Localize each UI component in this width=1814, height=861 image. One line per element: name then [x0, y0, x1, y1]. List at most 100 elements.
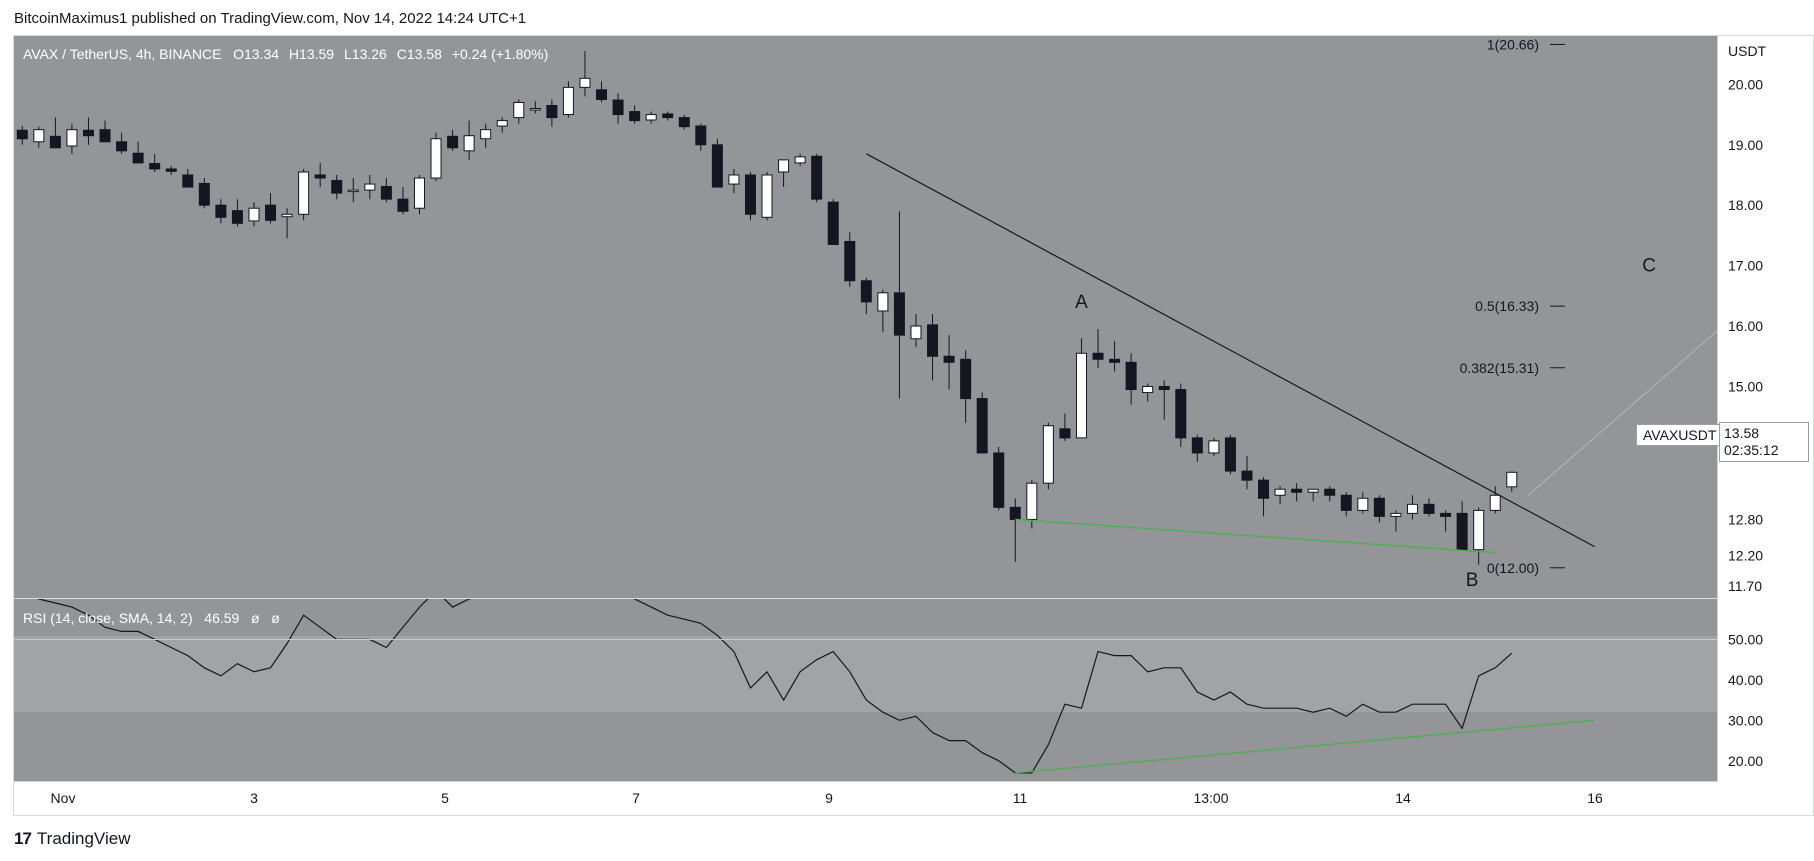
candle — [1092, 329, 1104, 369]
candle — [529, 101, 541, 114]
candle — [463, 120, 475, 160]
high-label: H — [288, 46, 300, 62]
candle-body — [711, 144, 723, 188]
candle-body — [927, 324, 939, 357]
candle-body — [546, 104, 558, 119]
candle-body — [744, 174, 756, 215]
price-axis-tick: 19.00 — [1728, 137, 1763, 153]
candle — [761, 171, 773, 221]
candle — [380, 178, 392, 203]
candle-body — [281, 213, 293, 218]
time-axis[interactable] — [14, 781, 1717, 816]
candle — [1042, 422, 1054, 490]
price-axis-tick: 20.00 — [1728, 76, 1763, 92]
candle-body — [1241, 470, 1253, 481]
candle — [877, 289, 889, 333]
candle-body — [943, 355, 955, 363]
candle — [1423, 498, 1435, 517]
candle — [1059, 413, 1071, 441]
candle — [1075, 338, 1087, 439]
candle-body — [463, 135, 475, 152]
candle-body — [1092, 352, 1104, 360]
candle — [1175, 383, 1187, 447]
candle — [1473, 507, 1485, 565]
price-axis[interactable] — [1717, 36, 1814, 781]
candle — [265, 193, 277, 224]
low-value: 13.26 — [351, 46, 387, 62]
candle — [513, 99, 525, 124]
candle-body — [248, 207, 260, 222]
candle — [1340, 492, 1352, 517]
rsi-legend[interactable]: RSI (14, close, SMA, 14, 2) 46.59 ø ø — [23, 610, 280, 626]
symbol-title[interactable]: AVAX / TetherUS, 4h, BINANCE — [23, 46, 222, 62]
rsi-extra-1: ø — [251, 610, 260, 626]
candle — [1489, 486, 1501, 514]
candle — [1406, 495, 1418, 520]
footer-brand[interactable]: 17 TradingView — [14, 829, 130, 849]
pane-separator[interactable] — [14, 598, 1717, 599]
rsi-value: 46.59 — [204, 610, 240, 626]
candle-body — [480, 129, 492, 140]
wave-label: A — [1075, 292, 1088, 313]
candle-body — [1042, 425, 1054, 484]
candle-body — [347, 189, 359, 193]
price-axis-tick: 15.00 — [1728, 378, 1763, 394]
candle — [1258, 477, 1270, 517]
candle — [844, 232, 856, 287]
time-axis-tick: 3 — [250, 790, 258, 806]
candle — [1274, 486, 1286, 505]
rsi-layer — [14, 599, 1717, 774]
candle — [910, 313, 922, 348]
candle-body — [629, 111, 641, 122]
fib-level-label: 0.5(16.33) — [1475, 298, 1539, 314]
candle-body — [1009, 506, 1021, 520]
candle-body — [728, 174, 740, 185]
price-axis-tick: 11.70 — [1728, 578, 1762, 594]
symbol-price-label: AVAXUSDT — [1636, 424, 1724, 446]
candle — [1158, 380, 1170, 420]
fib-level-label: 0.382(15.31) — [1460, 360, 1539, 376]
rsi-axis-tick: 30.00 — [1728, 712, 1763, 728]
price-axis-tick: 12.80 — [1728, 511, 1763, 527]
candle-body — [116, 141, 128, 152]
bar-countdown: 02:35:12 — [1724, 442, 1779, 458]
time-axis-tick: 13:00 — [1193, 790, 1228, 806]
rsi-divergence-line — [1015, 719, 1595, 774]
candle — [695, 123, 707, 151]
candle-body — [877, 292, 889, 312]
candle-body — [430, 138, 442, 179]
candle-body — [496, 120, 508, 127]
candle — [99, 120, 111, 143]
candle-body — [562, 86, 574, 116]
candle — [1373, 495, 1385, 523]
descending-trendline — [866, 153, 1595, 548]
price-axis-unit: USDT — [1728, 43, 1767, 59]
candle-body — [1506, 471, 1518, 488]
candle — [281, 208, 293, 239]
candle-body — [1274, 488, 1286, 496]
time-axis-tick: 16 — [1587, 790, 1603, 806]
candle-body — [1075, 352, 1087, 439]
candle-body — [860, 280, 872, 303]
symbol-legend[interactable]: AVAX / TetherUS, 4h, BINANCE O13.34 H13.… — [23, 46, 554, 62]
candle — [711, 138, 723, 188]
candle-body — [993, 452, 1005, 508]
candle-body — [1026, 482, 1038, 520]
candle — [728, 168, 740, 194]
candle — [397, 187, 409, 215]
candle-body — [695, 125, 707, 146]
candle — [927, 313, 939, 381]
time-axis-tick: 7 — [632, 790, 640, 806]
candle — [413, 174, 425, 215]
candle-body — [33, 129, 45, 143]
candle-body — [397, 198, 409, 212]
change-value: +0.24 (+1.80%) — [451, 46, 549, 62]
close-value: 13.58 — [406, 46, 442, 62]
rsi-title[interactable]: RSI (14, close, SMA, 14, 2) — [23, 610, 193, 626]
candle-body — [82, 129, 94, 137]
candle-body — [1291, 488, 1303, 493]
candle-body — [1208, 440, 1220, 454]
candle — [596, 81, 608, 103]
candle — [1390, 510, 1402, 532]
